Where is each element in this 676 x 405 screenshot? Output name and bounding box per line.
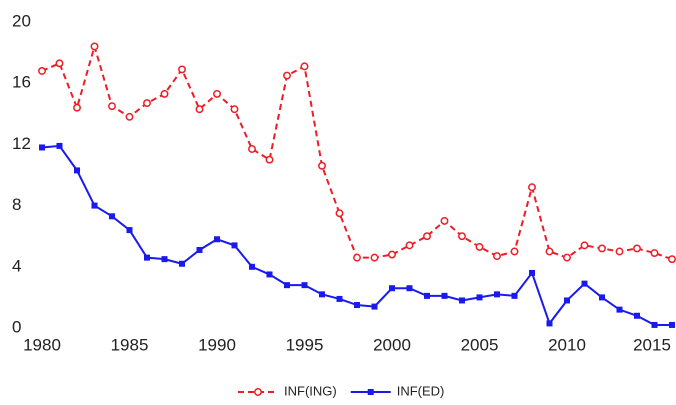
point [494,291,500,298]
point [230,105,239,114]
point [143,99,151,108]
point [283,71,291,80]
point [284,282,290,289]
series-line [41,144,672,326]
x-tick-label: 1980 [23,335,61,354]
series-line [41,42,673,261]
point [616,306,623,313]
point [405,241,414,250]
point [55,59,64,68]
y-tick-label: 12 [12,134,31,153]
y-tick-label: 8 [12,195,21,214]
point [633,244,641,253]
point [335,209,344,218]
point [668,255,676,264]
point [459,297,465,304]
point [248,145,256,153]
point [563,253,571,262]
point [598,244,606,253]
y-tick-label: 16 [12,73,31,92]
point [39,144,45,151]
point [231,242,238,249]
point [179,260,185,267]
point [371,303,378,310]
point [458,232,466,241]
point [125,112,134,121]
point [476,294,483,301]
point [74,167,80,174]
point [249,263,255,270]
point [475,242,484,251]
point [56,142,63,149]
x-tick-label: 1990 [198,335,236,354]
point [195,105,204,114]
point [109,213,115,220]
point [214,236,220,243]
x-tick-label: 2015 [633,335,671,354]
point [669,321,675,328]
legend-marker [254,388,262,396]
point [196,246,203,253]
x-tick-label: 2010 [548,335,586,354]
point [528,183,536,192]
point [319,291,325,298]
y-tick-label: 0 [12,317,21,336]
point [354,302,360,309]
point [126,227,133,234]
y-tick-label: 4 [12,256,21,275]
point [634,312,640,319]
point [493,252,501,261]
point [73,103,81,112]
point [160,89,169,98]
legend-label: INF(ING) [284,383,337,398]
point [388,250,396,259]
legend-marker [367,389,374,395]
point [406,285,413,292]
point [599,294,605,301]
point [265,155,274,164]
point [581,280,588,287]
point [564,297,570,304]
point [546,320,553,327]
point [301,282,308,289]
point [178,65,186,74]
y-tick-label: 20 [12,11,31,30]
point [353,253,361,262]
point [545,247,554,256]
point [318,161,326,170]
point [424,292,430,299]
point [161,256,168,263]
point [441,292,448,299]
point [580,241,589,250]
point [511,292,518,299]
point [266,271,273,278]
x-tick-label: 2005 [461,335,499,354]
point [213,89,221,98]
point [529,269,535,276]
point [91,202,98,209]
point [510,247,519,256]
x-tick-label: 1995 [286,335,324,354]
point [650,249,659,257]
point [370,253,379,262]
point [423,232,431,241]
point [389,285,395,292]
point [144,254,150,261]
point [300,62,309,71]
point [38,67,46,75]
point [90,42,99,51]
point [336,295,343,302]
point [108,102,116,111]
point [615,247,624,256]
point [651,321,658,328]
x-tick-label: 2000 [373,335,411,354]
point [440,216,449,225]
legend-label: INF(ED) [397,383,445,398]
x-tick-label: 1985 [111,335,149,354]
